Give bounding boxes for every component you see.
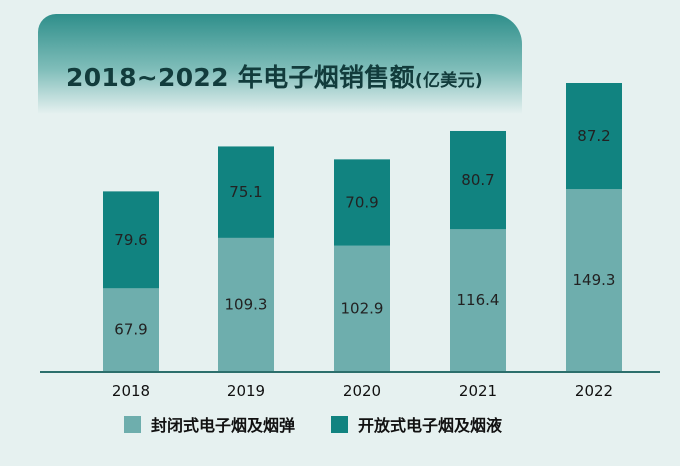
- legend-swatch-open: [331, 415, 349, 433]
- legend-label-open: 开放式电子烟及烟液: [358, 416, 503, 435]
- data-label-2019-open: 75.1: [229, 183, 262, 201]
- x-tick-label-2022: 2022: [575, 382, 613, 400]
- bar-2020-closed: [334, 245, 390, 371]
- legend: 封闭式电子烟及烟弹 开放式电子烟及烟液: [124, 412, 502, 436]
- bar-2018-closed: [103, 288, 159, 371]
- data-label-2021-closed: 116.4: [457, 291, 500, 309]
- data-label-2020-open: 70.9: [345, 194, 378, 212]
- data-label-2022-closed: 149.3: [573, 271, 616, 289]
- bar-2022-closed: [566, 189, 622, 371]
- chart-title-unit: (亿美元): [414, 71, 483, 91]
- data-label-2021-open: 80.7: [461, 171, 494, 189]
- data-label-2018-open: 79.6: [114, 231, 147, 249]
- x-tick-label-2018: 2018: [112, 382, 150, 400]
- bar-2018-open: [103, 191, 159, 289]
- chart-title: 2018~2022 年电子烟销售额(亿美元): [66, 58, 483, 94]
- bar-2021-closed: [450, 229, 506, 371]
- data-label-2019-closed: 109.3: [225, 295, 268, 313]
- data-label-2022-open: 87.2: [577, 127, 610, 145]
- x-tick-label-2020: 2020: [343, 382, 381, 400]
- legend-item-open: 开放式电子烟及烟液: [331, 412, 502, 436]
- legend-item-closed: 封闭式电子烟及烟弹: [124, 412, 295, 436]
- bar-2020-open: [334, 159, 390, 246]
- legend-label-closed: 封闭式电子烟及烟弹: [151, 416, 296, 435]
- bar-2019-closed: [218, 237, 274, 371]
- x-tick-label-2019: 2019: [227, 382, 265, 400]
- x-tick-label-2021: 2021: [459, 382, 497, 400]
- bar-2021-open: [450, 130, 506, 230]
- bar-2019-open: [218, 146, 274, 238]
- title-banner: [38, 14, 522, 114]
- legend-swatch-closed: [124, 415, 141, 433]
- bar-2022-open: [566, 83, 622, 190]
- data-label-2018-closed: 67.9: [114, 321, 147, 339]
- data-label-2020-closed: 102.9: [341, 299, 384, 317]
- chart-title-text: 2018~2022 年电子烟销售额: [66, 63, 415, 92]
